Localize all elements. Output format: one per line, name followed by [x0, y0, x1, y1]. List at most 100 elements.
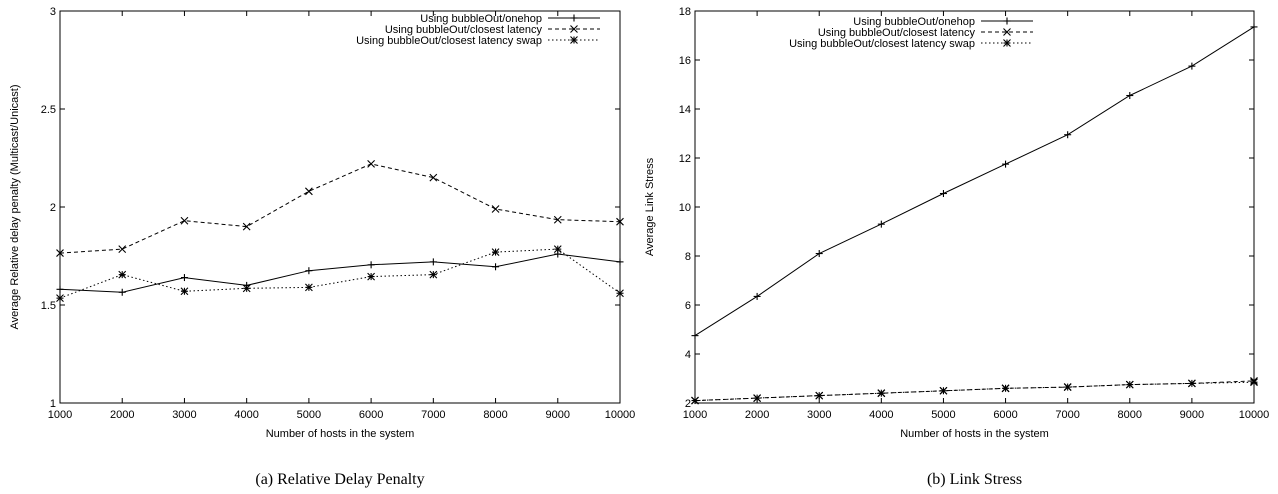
x-tick-label: 8000 — [483, 409, 507, 421]
data-point — [1002, 160, 1010, 168]
data-point — [1063, 383, 1072, 391]
y-tick-label: 16 — [679, 55, 691, 67]
legend-label: Using bubbleOut/closest latency swap — [789, 38, 975, 50]
data-point — [180, 216, 189, 225]
data-point — [553, 245, 562, 254]
y-tick-label: 6 — [685, 300, 691, 312]
data-point — [753, 292, 761, 300]
data-point — [304, 283, 313, 292]
series-1 — [56, 250, 624, 296]
y-tick-label: 4 — [685, 349, 691, 361]
series-3 — [56, 245, 624, 303]
data-point — [616, 289, 624, 298]
x-tick-label: 5000 — [931, 409, 955, 421]
x-tick-label: 2000 — [110, 409, 134, 421]
x-axis-label: Number of hosts in the system — [266, 428, 415, 440]
chart-link-stress: 1000 2000 3000 4000 5000 6000 7000 8000 9000 1000… — [644, 6, 1269, 488]
y-tick-label: 2.5 — [41, 104, 56, 116]
y-tick-label: 14 — [679, 104, 691, 116]
x-tick-label: 7000 — [1055, 409, 1079, 421]
data-point — [242, 222, 251, 231]
legend-label: Using bubbleOut/onehop — [420, 13, 542, 25]
x-axis-label: Number of hosts in the system — [900, 428, 1049, 440]
data-point — [118, 245, 127, 254]
y-axis-label: Average Link Stress — [644, 157, 656, 256]
x-tick-label: 7000 — [421, 409, 445, 421]
data-point — [815, 391, 824, 400]
y-tick-label: 12 — [679, 153, 691, 165]
series-line — [59, 253, 621, 293]
data-point — [491, 205, 500, 213]
data-point — [56, 285, 64, 293]
x-tick-label: 6000 — [993, 409, 1017, 421]
y-axis-label: Average Relative delay penalty (Multicas… — [9, 85, 21, 330]
series-3 — [691, 378, 1258, 405]
data-point — [305, 267, 313, 275]
data-point — [1064, 131, 1072, 139]
data-point — [367, 272, 376, 281]
x-tick-label: 9000 — [546, 409, 570, 421]
y-tick-label: 18 — [679, 6, 691, 18]
data-point — [939, 386, 948, 395]
data-point — [753, 394, 761, 402]
series-line — [694, 26, 1255, 337]
data-point — [118, 288, 126, 296]
x-tick-label: 6000 — [359, 409, 383, 421]
y-tick-label: 2 — [685, 398, 691, 410]
series-line — [59, 163, 621, 254]
data-point — [429, 258, 437, 266]
data-point — [1125, 380, 1134, 389]
x-tick-label: 9000 — [1180, 409, 1204, 421]
series-2 — [56, 159, 624, 257]
x-tick-label: 2000 — [745, 409, 769, 421]
x-tick-label: 3000 — [172, 409, 196, 421]
legend-marker — [1003, 17, 1011, 25]
y-tick-label: 8 — [685, 251, 691, 263]
series-line — [694, 380, 1255, 402]
chart-relative-delay-penalty: 1000 2000 3000 4000 5000 6000 7000 8000 9000 1000… — [9, 6, 635, 488]
plot-frame — [694, 10, 1255, 404]
data-point — [616, 258, 624, 266]
x-tick-label: 1000 — [683, 409, 707, 421]
data-point — [180, 287, 189, 296]
figure-caption: (a) Relative Delay Penalty — [255, 471, 424, 488]
x-tick-label: 5000 — [297, 409, 321, 421]
data-point — [939, 190, 947, 198]
data-point — [691, 396, 699, 405]
data-point — [367, 159, 376, 168]
data-point — [1250, 378, 1258, 387]
y-tick-label: 1 — [50, 398, 56, 410]
legend-marker — [1003, 39, 1011, 47]
data-point — [242, 284, 251, 293]
x-tick-label: 4000 — [869, 409, 893, 421]
data-point — [1250, 23, 1258, 31]
series-line — [694, 381, 1255, 402]
y-tick-label: 1.5 — [41, 300, 56, 312]
x-tick-label: 1000 — [48, 409, 72, 421]
data-point — [691, 332, 699, 340]
legend-marker — [1003, 28, 1011, 36]
x-tick-label: 10000 — [605, 409, 636, 421]
legend-label: Using bubbleOut/closest latency swap — [356, 35, 542, 47]
legend-marker — [570, 14, 578, 22]
data-point — [492, 263, 500, 271]
series-1 — [691, 23, 1258, 340]
data-point — [815, 250, 823, 258]
data-point — [1188, 379, 1196, 388]
x-tick-label: 3000 — [807, 409, 831, 421]
data-point — [367, 261, 375, 269]
data-point — [877, 220, 885, 228]
data-point — [429, 173, 438, 182]
data-point — [553, 215, 562, 224]
data-point — [1188, 62, 1196, 70]
legend-marker — [570, 25, 578, 33]
data-point — [877, 389, 886, 398]
y-tick-label: 3 — [50, 6, 56, 18]
data-point — [1001, 384, 1010, 393]
x-tick-label: 10000 — [1239, 409, 1270, 421]
legend-label: Using bubbleOut/closest latency — [385, 24, 543, 36]
data-point — [56, 249, 64, 257]
series-line — [59, 248, 621, 299]
legend-marker — [570, 36, 578, 44]
